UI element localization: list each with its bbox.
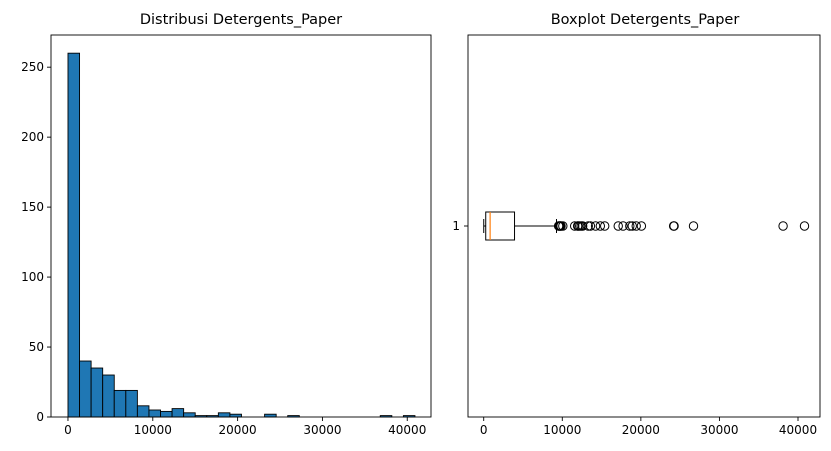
histogram-x-ticks: 0 10000 20000 30000 40000 [64,417,426,437]
outlier-point [585,221,596,231]
outlier-point [636,221,647,231]
x-tick-label: 20000 [219,423,257,437]
histogram-bar [90,367,104,418]
y-tick-label: 1 [452,219,460,233]
outlier-point [631,221,641,231]
x-tick-label: 0 [480,423,488,437]
x-tick-label: 20000 [622,423,660,437]
outlier-point [778,221,788,231]
y-tick-label: 250 [21,60,44,74]
histogram-frame [50,34,432,418]
x-tick-label: 40000 [388,423,426,437]
x-tick-label: 30000 [303,423,341,437]
outlier-point [688,221,699,231]
y-tick-label: 100 [21,270,44,284]
boxplot-elements [483,211,810,241]
y-tick-label: 200 [21,130,44,144]
histogram-y-ticks: 0 50 100 150 200 250 [21,60,51,424]
histogram-bar [217,412,231,418]
outlier-point [625,221,635,231]
y-tick-label: 0 [36,410,44,424]
outlier-point [618,221,628,231]
histogram-bar [67,52,81,418]
histogram-bar [102,374,115,418]
histogram-bar [183,412,196,418]
histogram-bars [67,52,416,418]
histogram-panel: Distribusi Detergents_Paper 0 10000 20000 3… [21,12,432,437]
histogram-bar [136,405,150,418]
outlier-point [577,221,588,231]
y-tick-label: 50 [29,340,44,354]
histogram-bar [148,409,161,418]
boxplot-title: Boxplot Detergents_Paper [551,12,740,28]
outlier-point [595,221,606,231]
outlier-point [669,221,679,231]
histogram-bar [171,408,185,418]
histogram-bar [79,360,92,418]
boxplot-x-ticks: 0 10000 20000 30000 40000 [480,417,817,437]
boxplot-frame [467,34,821,418]
outlier-point [613,221,623,231]
boxplot-y-ticks: 1 [452,219,468,233]
x-tick-label: 0 [64,423,72,437]
x-tick-label: 10000 [134,423,172,437]
x-tick-label: 40000 [779,423,817,437]
iqr-box [485,211,516,241]
outlier-point [799,221,810,231]
outlier-point [590,221,601,231]
histogram-title: Distribusi Detergents_Paper [140,12,342,28]
histogram-bar [160,410,173,418]
x-tick-label: 30000 [700,423,738,437]
outlier-point [600,221,610,231]
histogram-bar [125,389,138,418]
outlier-point [583,221,593,231]
histogram-bar [113,389,127,418]
outlier-point [558,221,568,231]
boxplot-panel: Boxplot Detergents_Paper 0 10000 20000 3000… [452,12,821,437]
outlier-point [627,221,637,231]
y-tick-label: 150 [21,200,44,214]
x-tick-label: 10000 [543,423,581,437]
